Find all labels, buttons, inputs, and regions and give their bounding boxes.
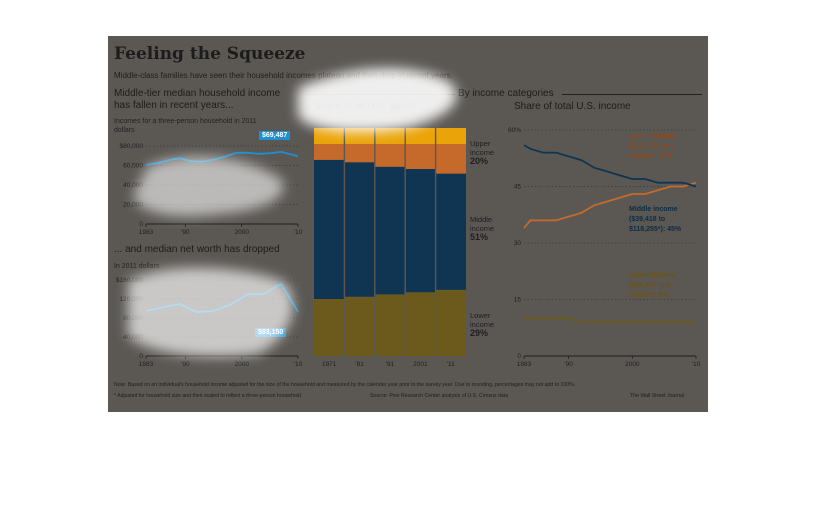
middle-share-line1: Middle income (629, 206, 678, 213)
chart-figure: Feeling the Squeeze Middle-class familie… (108, 36, 708, 412)
income-title-line2: has fallen in recent years... (114, 100, 234, 111)
income-share-chart-title: Share of total U.S. income (514, 101, 631, 112)
adults-xtick-label: '81 (355, 361, 364, 368)
income-xtick-label: 1983 (139, 229, 154, 236)
income-title-line1: Middle-tier median household income (114, 88, 281, 99)
lower-label-line2: income (470, 320, 495, 329)
upper-share-line3: above*): 46% (629, 153, 673, 160)
income-chart-subtitle: Incomes for a three-person household in … (114, 117, 257, 135)
networth-chart-subtitle: In 2011 dollars (114, 263, 160, 270)
figure-title: Feeling the Squeeze (114, 44, 306, 64)
adults-xtick-label: '11 (447, 361, 455, 368)
adults-bar-top-highlight (374, 128, 406, 144)
middle-label-pct: 51% (470, 232, 489, 242)
adults-bar-top-highlight (405, 128, 436, 144)
adults-xtick-label: 2001 (413, 361, 428, 368)
lower-income-label: Lower income 29% (470, 311, 494, 338)
upper-share-line1: Upper income (629, 133, 676, 140)
share-series-line (523, 144, 697, 188)
section-rule-right (562, 94, 702, 95)
share-ytick-label: 60% (508, 127, 521, 134)
income-ytick-label: 40,000 (123, 182, 143, 189)
share-xtick-label: 2000 (625, 361, 640, 368)
income-ytick-label: 60,000 (123, 163, 143, 170)
upper-label-pct: 20% (470, 156, 489, 166)
income-xtick-label: '90 (181, 229, 190, 236)
section-title: By income categories (456, 88, 556, 100)
middle-income-label: Middle income 51% (470, 215, 494, 242)
share-xtick-label: 1983 (517, 361, 532, 368)
lower-share-line1: Lower income (629, 272, 677, 279)
footer-source: Source: Pew Research Center analysis of … (370, 393, 509, 399)
networth-ytick-label: 80,000 (123, 315, 143, 322)
networth-xtick-label: 2000 (234, 361, 249, 368)
adults-bar-top-highlight (314, 128, 345, 144)
networth-ytick-label: 0 (139, 353, 143, 360)
networth-xtick-label: 1983 (139, 361, 154, 368)
lower-share-line3: below*): 9% (629, 292, 669, 299)
middle-label-line1: Middle (470, 215, 493, 224)
adults-xtick-label: 1971 (322, 361, 337, 368)
upper-label-line2: income (470, 148, 495, 157)
middle-share-line2: ($39,418 to (629, 216, 666, 223)
income-subtitle-line2: dollars (114, 127, 135, 134)
share-ytick-label: 0 (517, 353, 521, 360)
adults-band-lower-income (314, 289, 466, 356)
middle-share-label: Middle income ($39,418 to $118,255*): 45… (629, 205, 681, 235)
adults-bar-top-highlight (344, 128, 375, 144)
income-xtick-label: 2000 (234, 229, 249, 236)
footer-note: Note: Based on an individual's household… (114, 382, 576, 388)
income-ytick-label: 0 (139, 221, 143, 228)
share-xtick-label: '90 (564, 361, 573, 368)
networth-xtick-label: '10 (294, 361, 303, 368)
upper-income-label: Upper income 20% (470, 139, 494, 166)
adults-band-middle-income (314, 159, 466, 299)
income-xtick-label: '10 (294, 229, 303, 236)
share-series-line (524, 317, 696, 324)
income-series-line (145, 150, 299, 166)
networth-chart-title: ... and median net worth has dropped (114, 244, 280, 255)
footer-footnote: * Adjusted for household size and then s… (114, 393, 301, 399)
middle-label-line2: income (470, 224, 495, 233)
upper-share-label: Upper income ($118,256 and above*): 46% (629, 132, 676, 162)
lower-share-label: Lower income ($39,417 and below*): 9% (629, 271, 676, 301)
lower-label-pct: 29% (470, 328, 489, 338)
share-xtick-label: '10 (692, 361, 701, 368)
networth-xtick-label: '90 (181, 361, 190, 368)
income-value-callout: $69,487 (259, 131, 291, 140)
upper-share-line2: ($118,256 and (629, 143, 675, 150)
income-ytick-label: $80,000 (120, 143, 144, 150)
income-subtitle-line1: Incomes for a three-person household in … (114, 118, 257, 125)
networth-value-callout: $93,150 (255, 328, 287, 337)
networth-ytick-label: 120,000 (120, 296, 144, 303)
networth-ytick-label: $160,000 (116, 277, 143, 284)
share-series-line (523, 181, 697, 229)
lower-share-line2: ($39,417 and (629, 282, 672, 289)
share-ytick-label: 30 (514, 240, 522, 247)
income-ytick-label: 20,000 (123, 202, 143, 209)
networth-series-line (145, 282, 299, 314)
share-ytick-label: 45 (514, 184, 522, 191)
figure-subtitle: Middle-class families have seen their ho… (114, 71, 453, 80)
adults-xtick-label: '91 (386, 361, 395, 368)
networth-ytick-label: 40,000 (123, 334, 143, 341)
lower-label-line1: Lower (470, 311, 491, 320)
share-ytick-label: 15 (514, 297, 522, 304)
middle-share-line3: $118,255*): 45% (629, 226, 682, 233)
footer-credit: The Wall Street Journal (630, 393, 685, 399)
income-chart-title: Middle-tier median household income has … (114, 88, 280, 112)
adults-bar-top-highlight (435, 128, 466, 144)
upper-label-line1: Upper (470, 139, 491, 148)
